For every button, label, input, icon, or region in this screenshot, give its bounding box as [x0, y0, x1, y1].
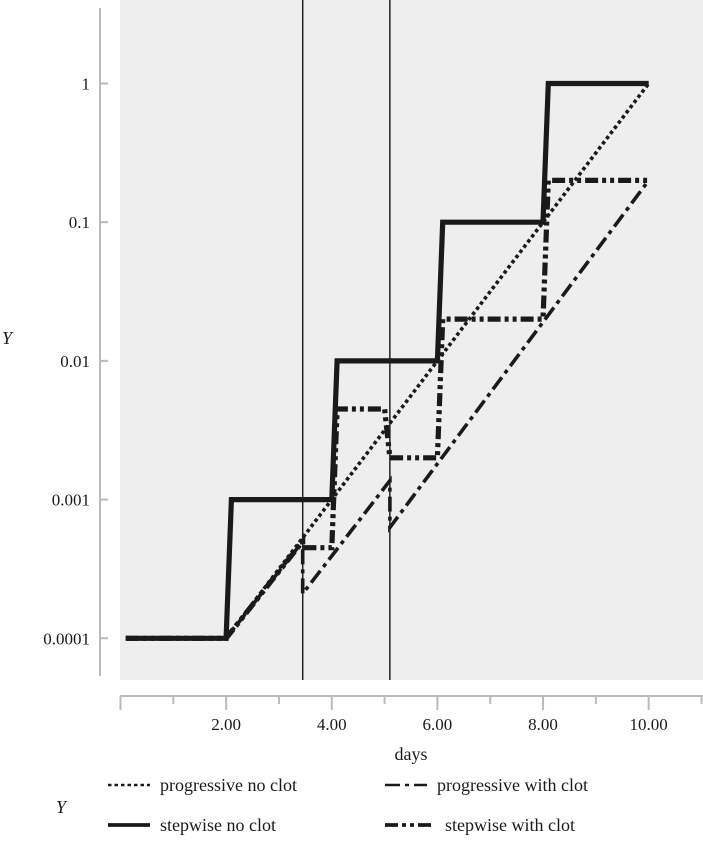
y-axis-title: Y	[2, 328, 14, 348]
x-tick-label: 10.00	[630, 715, 668, 734]
series-line-stepwise-no-clot	[125, 80, 649, 641]
x-axis-title: days	[395, 744, 428, 764]
series-line-stepwise-with-clot	[125, 177, 649, 641]
y-axis: 0.0001 0.001 0.01 0.1 1	[43, 8, 108, 676]
x-axis: 2.00 4.00 6.00 8.00 10.00	[119, 695, 703, 734]
plot-background	[120, 0, 703, 680]
x-tick-label: 8.00	[528, 715, 558, 734]
reference-lines	[301, 0, 391, 680]
legend-label: stepwise no clot	[160, 815, 276, 835]
legend-label: progressive with clot	[437, 775, 588, 795]
series-layer	[125, 80, 651, 641]
x-tick-label: 6.00	[423, 715, 453, 734]
x-tick-label: 4.00	[317, 715, 347, 734]
x-tick-label: 2.00	[211, 715, 241, 734]
y-tick-label: 0.001	[52, 491, 90, 510]
y-tick-label: 0.01	[60, 352, 90, 371]
legend: progressive no clot progressive with clot…	[108, 775, 588, 835]
legend-title: Y	[56, 797, 68, 817]
legend-label: progressive no clot	[160, 775, 297, 795]
legend-label: stepwise with clot	[445, 815, 575, 835]
y-tick-label: 1	[82, 74, 91, 93]
y-tick-label: 0.0001	[43, 629, 90, 648]
y-tick-label: 0.1	[69, 213, 90, 232]
